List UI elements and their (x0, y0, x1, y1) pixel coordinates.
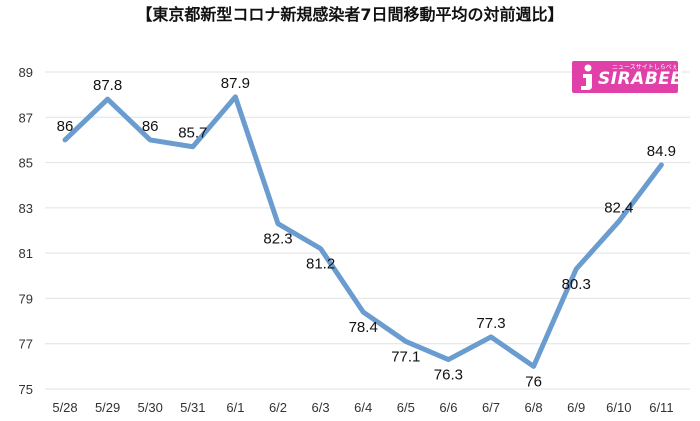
data-label: 76 (525, 373, 542, 390)
y-tick-label: 83 (19, 201, 33, 216)
data-label: 85.7 (178, 125, 207, 142)
data-label: 84.9 (647, 143, 676, 160)
data-label: 78.4 (349, 319, 378, 336)
data-label: 87.8 (93, 77, 122, 94)
x-tick-label: 5/30 (138, 400, 163, 415)
x-axis-ticks: 5/28 5/29 5/30 5/31 6/1 6/2 6/3 6/4 6/5 6/6 6/7 6/8… (52, 400, 673, 415)
x-tick-label: 6/4 (354, 400, 372, 415)
gridlines (45, 71, 690, 390)
y-axis-ticks: 75 77 79 81 83 85 87 89 (19, 65, 33, 397)
data-label: 80.3 (562, 276, 591, 293)
data-label: 86 (142, 118, 159, 135)
y-tick-label: 81 (19, 246, 33, 261)
series-layer (62, 94, 664, 369)
y-tick-label: 79 (19, 291, 33, 306)
x-tick-label: 6/10 (606, 400, 631, 415)
x-tick-label: 6/9 (567, 400, 585, 415)
x-tick-label: 5/31 (180, 400, 205, 415)
logo-text: SIRABEE (598, 69, 683, 89)
data-label: 87.9 (221, 75, 250, 92)
data-label: 76.3 (434, 367, 463, 384)
x-tick-label: 6/7 (482, 400, 500, 415)
x-tick-label: 6/1 (226, 400, 244, 415)
data-label: 82.4 (604, 199, 633, 216)
data-label: 81.2 (306, 256, 335, 273)
sirabee-i-icon (581, 64, 592, 90)
x-tick-label: 6/2 (269, 400, 287, 415)
data-label: 86 (57, 118, 74, 135)
y-tick-label: 77 (19, 337, 33, 352)
chart-title: 【東京都新型コロナ新規感染者7日間移動平均の対前週比】 (136, 5, 563, 24)
y-tick-label: 75 (19, 382, 33, 397)
data-label: 77.3 (476, 315, 505, 332)
x-tick-label: 5/29 (95, 400, 120, 415)
series-line (62, 94, 664, 369)
logo-subtext: ニュースサイトしらべぇ (612, 64, 678, 71)
y-tick-label: 85 (19, 156, 33, 171)
x-tick-label: 6/6 (439, 400, 457, 415)
x-tick-label: 6/3 (312, 400, 330, 415)
y-tick-label: 89 (19, 65, 33, 80)
data-labels: 86 87.8 86 85.7 87.9 82.3 81.2 78.4 77.1 76.3 77.3… (57, 75, 676, 390)
x-tick-label: 6/8 (525, 400, 543, 415)
data-label: 82.3 (263, 231, 292, 248)
data-label: 77.1 (391, 348, 420, 365)
y-tick-label: 87 (19, 110, 33, 125)
sirabee-logo: ニュースサイトしらべぇ SIRABEE (572, 61, 682, 93)
x-tick-label: 6/5 (397, 400, 415, 415)
x-tick-label: 5/28 (52, 400, 77, 415)
x-tick-label: 6/11 (649, 400, 673, 415)
